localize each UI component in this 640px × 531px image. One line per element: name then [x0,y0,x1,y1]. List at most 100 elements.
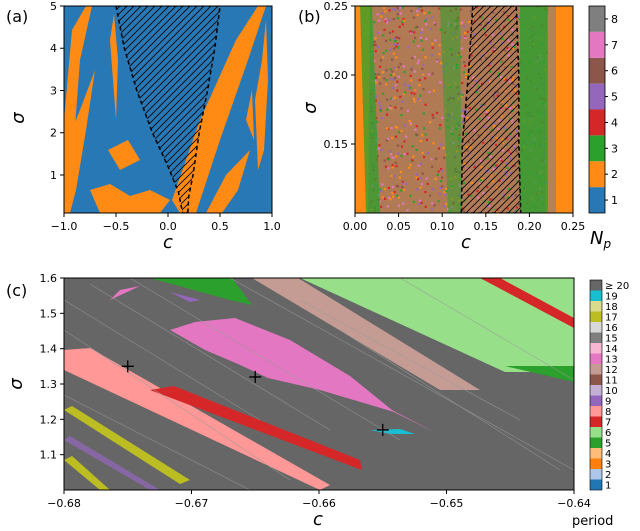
texture-dot [419,162,422,165]
texture-dot [408,166,411,169]
texture-dot [397,66,400,69]
colorbar-tick-label: 18 [605,302,618,313]
texture-dot [375,95,378,98]
texture-dot [438,44,441,47]
texture-dot [385,113,389,116]
texture-dot [421,172,424,175]
panel-b-gray-band [548,6,556,213]
green-band [150,278,252,305]
colorbar-swatch [589,83,605,110]
colorbar-swatch [590,280,602,291]
texture-dot [421,67,424,70]
plus-marker [249,370,262,383]
texture-dot [403,153,406,156]
colorbar-tick-label: 2 [605,470,611,481]
texture-dot [441,185,444,188]
colorbar-tick-label: 16 [605,323,618,334]
texture-dot [459,55,462,59]
texture-dot [437,200,440,203]
texture-dot [390,127,393,130]
texture-dot [424,133,427,136]
orange-region [110,14,118,120]
texture-dot [518,103,521,107]
texture-dot [410,30,414,33]
panel-b-x-ticks: 0.00 0.05 0.10 0.15 0.20 0.25 [343,213,585,233]
texture-dot [379,188,382,191]
texture-dot [435,157,438,160]
texture-dot [442,147,445,150]
texture-dot [395,36,398,39]
texture-dot [439,180,442,183]
texture-dot [378,144,381,147]
texture-dot [380,149,383,152]
texture-dot [418,79,421,82]
texture-dot [431,46,434,49]
texture-dot [439,187,442,190]
texture-dot [378,65,382,68]
texture-dot [397,9,401,12]
colorbar-frame [589,279,603,491]
texture-dot [440,62,443,65]
texture-dot [444,193,447,196]
y-tick-label: 1.6 [40,272,58,285]
colorbar-tick-label: 14 [605,344,618,355]
texture-dot [429,121,432,124]
panel-c-x-label: c [313,509,323,530]
texture-dot [517,15,520,18]
colorbar-tick-label: ≥ 20 [605,281,629,292]
panel-b-colorbar-label: Np [590,228,611,251]
texture-dot [395,184,398,187]
texture-dot [423,127,426,130]
texture-dot [425,37,428,41]
x-tick-label: −0.5 [103,220,130,233]
texture-dot [464,64,467,67]
colorbar-swatch [590,332,602,343]
red-band [480,278,574,328]
colorbar-tick-label: 5 [611,91,618,104]
texture-dot [434,23,437,26]
texture-dot [434,39,437,42]
texture-dot [384,18,387,21]
colorbar-tick-label: 8 [611,13,618,26]
texture-dot [396,89,399,92]
colorbar-tick-label: 3 [605,459,611,470]
panel-c: (c) −0.68 −0.67 −0.66− [6,272,629,530]
texture-dot [391,98,394,101]
texture-dot [441,116,444,120]
texture-dot [424,77,427,80]
texture-dot [423,12,426,15]
texture-dot [425,138,428,141]
x-tick-label: 0.05 [386,220,411,233]
x-tick-label: 0.15 [474,220,499,233]
texture-dot [392,73,396,76]
texture-dot [424,103,427,106]
texture-dot [385,83,388,86]
texture-dot [389,150,392,153]
texture-dot [393,67,396,70]
colorbar-tick-label: 9 [605,396,611,407]
orange-region [64,70,95,213]
texture-dot [428,90,431,94]
texture-dot [390,174,393,177]
texture-dot [419,139,422,143]
texture-dot [412,200,415,203]
texture-dot [461,121,465,124]
texture-dot [463,61,466,64]
orange-region [90,184,170,213]
panel-a: (a) −1.0 −0.5 0.0 0.5 1.0 1 2 3 4 5 c σ [6,0,281,253]
texture-dot [391,86,394,89]
texture-dot [378,200,381,203]
texture-dot [464,31,467,35]
texture-dot [383,187,386,191]
texture-dot [398,37,401,40]
texture-dot [375,120,379,123]
colorbar-tick-label: 8 [605,407,611,418]
texture-dot [400,154,403,157]
texture-dot [396,144,400,147]
x-tick-label: −0.64 [557,497,591,510]
texture-dot [397,46,400,49]
texture-dot [389,38,392,41]
texture-dot [381,71,384,74]
y-tick-label: 1.1 [40,449,58,462]
panel-b-x-label: c [461,232,471,253]
